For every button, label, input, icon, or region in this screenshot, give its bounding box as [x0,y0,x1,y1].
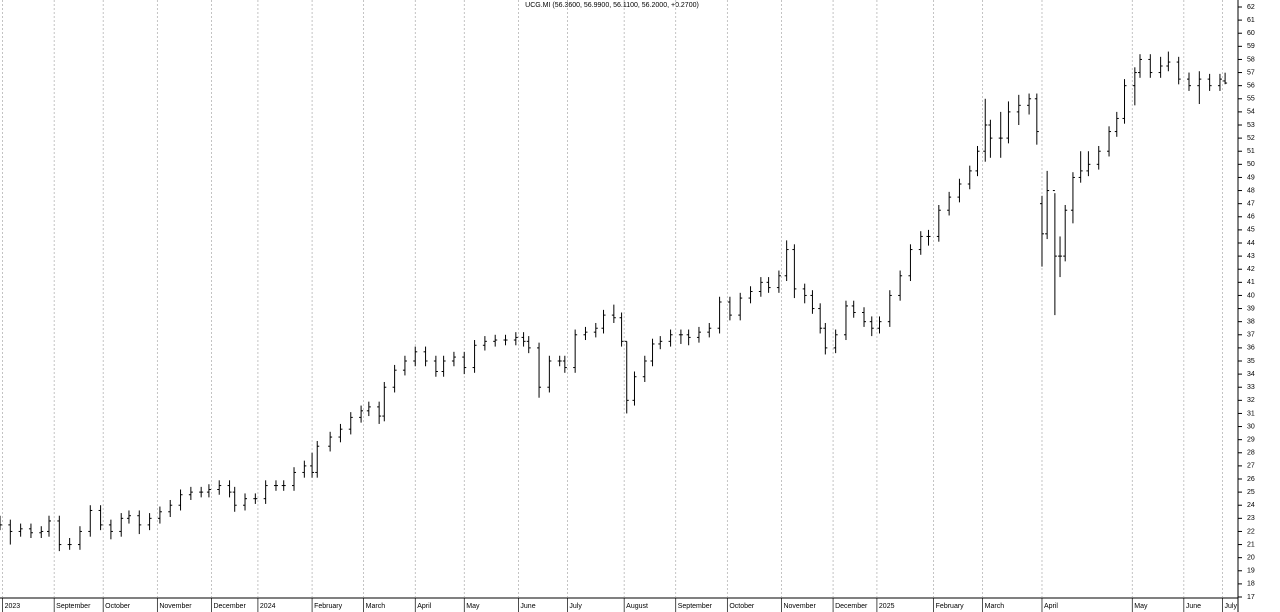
y-tick-label: 28 [1247,450,1255,457]
x-tick-label: November [783,603,816,610]
y-tick-label: 40 [1247,292,1255,299]
x-tick-label: April [417,603,431,610]
x-tick-label: December [213,603,246,610]
x-tick-label: June [1186,603,1201,610]
y-tick-label: 36 [1247,345,1255,352]
y-tick-label: 45 [1247,227,1255,234]
y-tick-label: 17 [1247,594,1255,601]
x-tick-label: 2025 [879,603,895,610]
y-tick-label: 60 [1247,30,1255,37]
x-tick-label: June [520,603,535,610]
y-tick-label: 34 [1247,371,1255,378]
x-tick-label: August [626,603,648,610]
y-tick-label: 43 [1247,253,1255,260]
y-tick-label: 44 [1247,240,1255,247]
y-tick-label: 56 [1247,83,1255,90]
y-tick-label: 31 [1247,410,1255,417]
y-tick-label: 62 [1247,4,1255,11]
y-tick-label: 42 [1247,266,1255,273]
y-tick-label: 46 [1247,214,1255,221]
y-tick-label: 37 [1247,332,1255,339]
y-tick-label: 50 [1247,161,1255,168]
y-tick-label: 18 [1247,581,1255,588]
y-tick-label: 55 [1247,96,1255,103]
x-tick-label: May [466,603,480,610]
y-tick-label: 25 [1247,489,1255,496]
y-tick-label: 61 [1247,17,1255,24]
y-tick-label: 35 [1247,358,1255,365]
x-tick-label: May [1134,603,1148,610]
y-tick-label: 21 [1247,541,1255,548]
y-tick-label: 32 [1247,397,1255,404]
y-tick-label: 39 [1247,305,1255,312]
x-tick-label: September [56,603,91,610]
x-tick-label: February [314,603,343,610]
y-tick-label: 24 [1247,502,1255,509]
y-tick-label: 30 [1247,423,1255,430]
chart-title: UCG.MI (56.3600, 56.9900, 56.1100, 56.20… [525,2,699,9]
y-tick-label: 51 [1247,148,1255,155]
x-tick-label: October [105,603,131,610]
x-tick-label: 2024 [260,603,276,610]
y-tick-label: 38 [1247,319,1255,326]
y-tick-label: 22 [1247,528,1255,535]
y-tick-label: 23 [1247,515,1255,522]
x-tick-label: February [936,603,965,610]
y-tick-label: 19 [1247,568,1255,575]
y-tick-label: 29 [1247,437,1255,444]
x-tick-label: July [569,603,582,610]
y-tick-label: 59 [1247,43,1255,50]
y-tick-label: 26 [1247,476,1255,483]
y-tick-label: 33 [1247,384,1255,391]
y-tick-label: 58 [1247,56,1255,63]
y-tick-label: 20 [1247,555,1255,562]
y-tick-label: 53 [1247,122,1255,129]
y-tick-label: 57 [1247,69,1255,76]
y-tick-label: 49 [1247,174,1255,181]
x-tick-label: March [366,603,386,610]
x-tick-label: October [729,603,755,610]
x-tick-label: March [985,603,1005,610]
x-tick-label: April [1044,603,1058,610]
y-tick-label: 52 [1247,135,1255,142]
x-tick-label: December [835,603,868,610]
x-tick-label: September [678,603,713,610]
x-tick-label: November [159,603,192,610]
y-tick-label: 48 [1247,187,1255,194]
y-tick-label: 41 [1247,279,1255,286]
y-tick-label: 27 [1247,463,1255,470]
y-tick-label: 47 [1247,201,1255,208]
x-tick-label: 2023 [5,603,21,610]
x-tick-label: July [1225,603,1238,610]
y-tick-label: 54 [1247,109,1255,116]
